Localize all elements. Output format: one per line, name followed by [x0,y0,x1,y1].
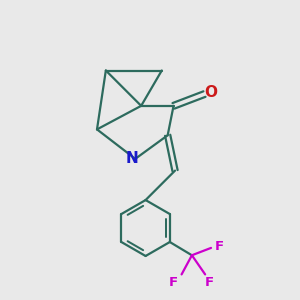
Text: F: F [205,276,214,289]
Text: F: F [215,240,224,253]
Text: N: N [126,151,139,166]
Text: O: O [205,85,218,100]
Text: F: F [169,276,178,289]
